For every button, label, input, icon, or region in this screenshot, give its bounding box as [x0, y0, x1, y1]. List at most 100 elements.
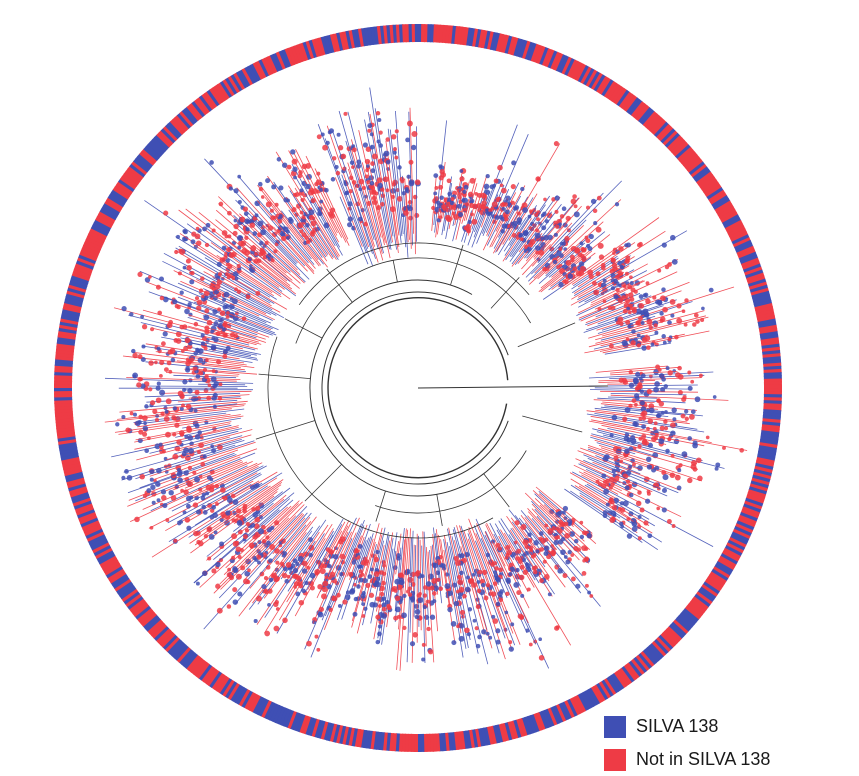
ring-segment: [217, 82, 231, 100]
ring-segment: [709, 192, 728, 206]
ring-segment: [694, 168, 712, 183]
leaf-node: [258, 186, 264, 192]
leaf-node: [659, 425, 665, 431]
leaf-node: [485, 173, 490, 179]
leaf-node: [640, 406, 647, 412]
tree-branch: [468, 518, 514, 634]
leaf-node: [409, 641, 416, 647]
leaf-node: [431, 577, 438, 584]
leaf-node: [261, 538, 267, 544]
leaf-node: [626, 242, 631, 248]
legend-item-not-silva: Not in SILVA 138: [604, 743, 854, 776]
tree-branch: [187, 325, 257, 346]
leaf-node: [626, 533, 633, 539]
leaf-node: [166, 360, 172, 366]
leaf-node: [188, 447, 195, 454]
ring-segment: [85, 236, 104, 248]
leaf-node: [638, 436, 643, 441]
ring-segment: [760, 433, 779, 440]
leaf-node: [592, 208, 598, 214]
leaf-node: [504, 216, 509, 222]
leaf-node: [185, 258, 191, 264]
leaf-node: [519, 615, 524, 621]
tree-branch: [534, 508, 577, 552]
leaf-node: [450, 621, 457, 627]
leaf-node: [457, 574, 462, 580]
leaf-node: [535, 549, 540, 554]
ring-segment: [313, 719, 323, 738]
leaf-node: [177, 271, 182, 276]
ring-segment: [59, 447, 78, 455]
leaf-node: [414, 571, 420, 577]
ring-segment: [738, 251, 757, 262]
leaf-node: [602, 278, 607, 283]
ring-segment: [642, 111, 658, 128]
tree-branch: [316, 184, 347, 243]
leaf-node: [330, 177, 336, 182]
ring-segment: [744, 266, 763, 277]
leaf-node: [282, 551, 288, 556]
ring-segment: [63, 467, 83, 477]
leaf-node: [488, 635, 493, 640]
leaf-node: [407, 592, 413, 597]
leaf-node: [581, 255, 587, 262]
ring-segment: [755, 306, 774, 314]
leaf-node: [291, 207, 297, 213]
ring-segment: [325, 722, 335, 742]
leaf-node: [233, 188, 239, 194]
leaf-node: [375, 110, 381, 116]
leaf-node: [292, 558, 298, 564]
leaf-node: [141, 344, 146, 349]
tree-branch: [528, 244, 566, 282]
leaf-node: [286, 229, 290, 234]
leaf-node: [641, 345, 647, 351]
leaf-node: [690, 409, 696, 415]
tree-branch: [588, 316, 709, 348]
leaf-node: [361, 602, 366, 606]
leaf-node: [518, 574, 525, 581]
leaf-node: [622, 500, 629, 507]
leaf-node: [194, 296, 200, 301]
leaf-node: [481, 200, 487, 207]
leaf-node: [633, 378, 639, 385]
leaf-node: [184, 517, 191, 523]
leaf-node: [661, 242, 667, 248]
leaf-node: [187, 435, 194, 441]
tree-branch: [312, 517, 360, 624]
tree-branch: [584, 484, 656, 527]
leaf-node: [447, 606, 453, 613]
leaf-node: [146, 488, 152, 494]
ring-segment: [637, 653, 652, 670]
leaf-node: [257, 539, 262, 545]
leaf-node: [520, 186, 525, 192]
ring-segment: [645, 113, 660, 130]
leaf-node: [472, 618, 477, 623]
ring-segment: [552, 705, 564, 724]
leaf-node: [221, 297, 227, 302]
ring-segment: [758, 445, 777, 453]
leaf-node: [500, 229, 505, 234]
ring-segment: [704, 184, 723, 198]
leaf-node: [232, 499, 239, 505]
leaf-node: [150, 327, 155, 332]
leaf-node: [348, 189, 353, 194]
ring-segment: [236, 70, 249, 89]
leaf-node: [662, 474, 669, 481]
leaf-node: [376, 205, 382, 211]
leaf-node: [274, 548, 280, 554]
leaf-node: [587, 269, 594, 276]
ring-segment: [88, 230, 107, 242]
leaf-node: [375, 614, 381, 620]
legend-item-silva: SILVA 138: [604, 710, 854, 743]
tree-branch: [602, 330, 710, 354]
tree-branch: [267, 175, 328, 262]
tree-branch: [336, 523, 371, 621]
leaf-node: [495, 542, 501, 548]
ring-segment: [133, 158, 150, 173]
ring-segment: [752, 474, 771, 484]
leaf-node: [705, 435, 710, 440]
leaf-node: [294, 192, 300, 198]
tree-branch: [423, 531, 429, 626]
leaf-node: [297, 555, 304, 562]
leaf-node: [684, 409, 689, 414]
